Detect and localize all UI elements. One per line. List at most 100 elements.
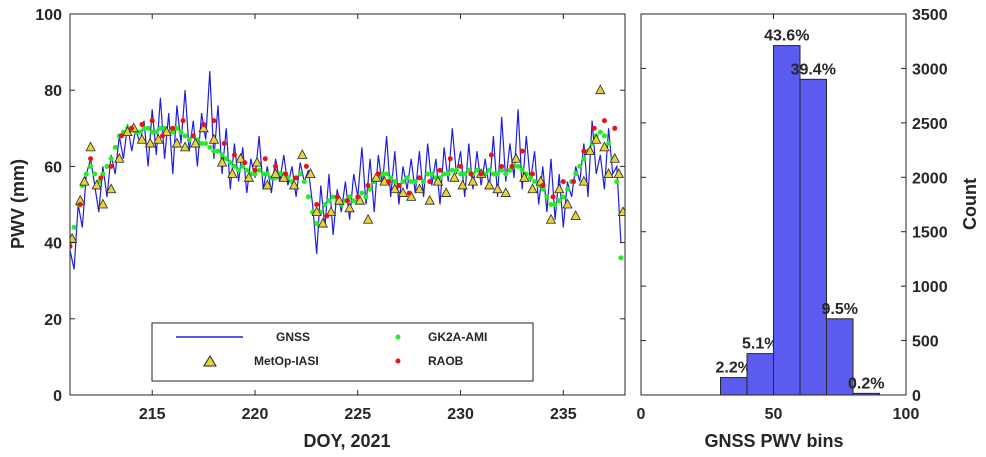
metop-iasi-point: [406, 191, 417, 201]
gk2a-ami-point: [490, 171, 496, 177]
metop-iasi-point: [603, 168, 614, 178]
x-tick-label: 220: [242, 406, 269, 423]
raob-point: [190, 133, 196, 139]
metop-iasi-point: [190, 137, 201, 148]
gk2a-ami-point: [83, 171, 89, 177]
gk2a-ami-point: [256, 167, 262, 173]
x-tick-label: 230: [447, 406, 474, 423]
gk2a-ami-point: [606, 141, 612, 147]
gk2a-ami-point: [548, 202, 554, 207]
metop-iasi-point: [305, 168, 316, 178]
metop-iasi-point: [354, 194, 365, 205]
timeseries-ticks: 215 220 225 230 235 0 20 40 60 80 100: [35, 7, 625, 423]
histogram-x-axis-label: GNSS PWV bins: [704, 431, 843, 451]
raob-point: [550, 194, 556, 200]
gk2a-ami-point: [474, 167, 480, 173]
gk2a-ami-point: [244, 167, 250, 173]
gk2a-ami-point: [314, 221, 320, 227]
y-tick-label: 100: [35, 7, 62, 24]
raob-point: [334, 194, 340, 200]
gk2a-ami-point: [515, 163, 521, 169]
raob-point: [396, 182, 402, 188]
metop-iasi-point: [599, 141, 610, 152]
raob-point: [231, 152, 237, 158]
gk2a-ami-point: [301, 179, 307, 185]
metop-iasi-point: [278, 171, 289, 182]
metop-iasi-point: [288, 179, 300, 190]
raob-point: [273, 163, 279, 169]
raob-point: [160, 133, 165, 139]
gk2a-ami-point: [445, 171, 451, 177]
gk2a-ami-point: [564, 186, 570, 192]
legend-box: [151, 322, 534, 382]
metop-iasi-point: [432, 175, 444, 186]
legend-gnss-label: GNSS: [276, 330, 310, 344]
metop-iasi-point: [371, 171, 382, 182]
histogram-bar: [826, 318, 854, 396]
metop-iasi-point: [609, 152, 620, 163]
metop-iasi-point: [91, 179, 102, 190]
metop-iasi-point: [389, 183, 400, 194]
metop-iasi-point: [397, 187, 409, 197]
raob-point: [149, 118, 155, 124]
raob-point: [201, 121, 207, 127]
metop-iasi-point: [325, 206, 337, 217]
hist-y-tick-label: 0: [912, 388, 921, 405]
gk2a-ami-point: [260, 171, 266, 177]
raob-point: [416, 175, 422, 181]
timeseries-clip: [70, 71, 625, 270]
gk2a-ami-point: [552, 202, 558, 207]
gk2a-ami-point: [351, 198, 357, 204]
gk2a-ami-point: [186, 137, 192, 143]
raob-point: [262, 156, 268, 162]
raob-point: [221, 141, 227, 147]
metop-iasi-point: [79, 175, 90, 186]
metop-iasi-point: [584, 145, 596, 156]
raob-point: [581, 148, 587, 154]
gk2a-ami-point: [145, 125, 151, 131]
hist-x-tick-label: 50: [765, 406, 783, 423]
gk2a-ami-point: [322, 202, 328, 207]
y-tick-label: 0: [53, 388, 62, 405]
gk2a-ami-point: [88, 163, 94, 169]
legend-iasi-label: MetOp-IASI: [254, 354, 319, 368]
gk2a-ami-point: [544, 194, 550, 200]
gk2a-ami-point: [503, 171, 509, 177]
legend-raob-swatch: [395, 358, 401, 364]
legend-iasi-swatch: [203, 355, 217, 367]
legend: GNSS GK2A-AMI MetOp-IASI RAOB: [151, 322, 534, 382]
raob-point: [612, 125, 618, 131]
histogram-bar-label: 2.2%: [716, 360, 752, 377]
gk2a-ami-point: [71, 224, 77, 230]
gk2a-ami-point: [330, 194, 336, 200]
gk2a-ami-point: [231, 163, 237, 169]
gk2a-ami-point: [141, 125, 147, 131]
raob-point: [303, 163, 309, 169]
x-tick-label: 215: [139, 406, 166, 423]
histogram-bar-label: 9.5%: [822, 301, 858, 318]
metop-iasi-point: [171, 137, 183, 148]
metop-iasi-point: [208, 133, 220, 144]
metop-iasi-point: [492, 183, 503, 194]
y-tick-label: 20: [44, 312, 62, 329]
raob-point: [324, 213, 330, 219]
gk2a-ami-point: [207, 144, 213, 150]
y-tick-label: 60: [44, 159, 62, 176]
gk2a-ami-point: [297, 171, 303, 177]
hist-y-tick-label: 2000: [912, 170, 948, 187]
metop-iasi-point: [414, 183, 425, 194]
gk2a-ami-point: [404, 175, 410, 181]
metop-iasi-point: [235, 152, 246, 163]
hist-y-tick-label: 1000: [912, 279, 948, 296]
gk2a-ami-point: [112, 144, 118, 150]
raob-point: [437, 167, 443, 173]
gk2a-ami-point: [347, 194, 353, 200]
gk2a-ami-point: [384, 171, 390, 177]
gk2a-ami-point: [499, 167, 505, 173]
legend-raob-label: RAOB: [428, 354, 464, 368]
raob-point: [427, 179, 433, 185]
gk2a-ami-point: [408, 179, 414, 185]
gk2a-ami-point: [100, 171, 106, 177]
raob-point: [139, 121, 145, 127]
